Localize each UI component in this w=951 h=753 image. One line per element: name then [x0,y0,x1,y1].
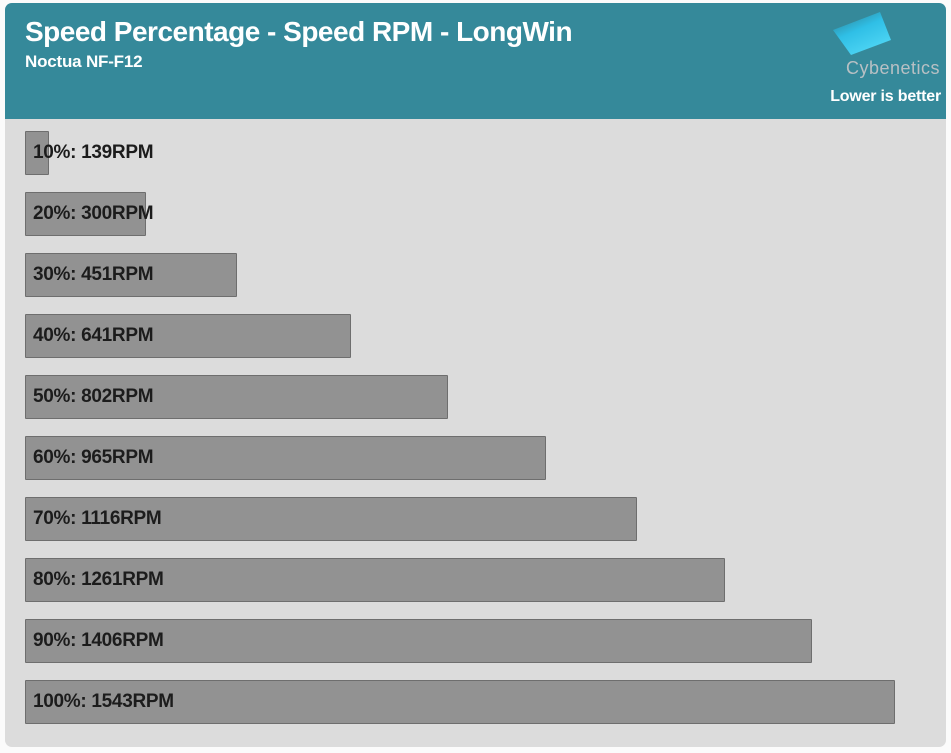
bar-row: 90%: 1406RPM [25,619,941,663]
bar [25,558,725,602]
chart-header: Speed Percentage - Speed RPM - LongWin N… [5,3,946,119]
bar-label: 30%: 451RPM [33,264,154,285]
bar-row: 100%: 1543RPM [25,680,941,724]
bar-row: 80%: 1261RPM [25,558,941,602]
bar-row: 20%: 300RPM [25,192,941,236]
bar-label: 10%: 139RPM [33,142,154,163]
bar [25,131,49,175]
bar [25,619,813,663]
bar [25,680,895,724]
bar-label: 80%: 1261RPM [33,569,164,590]
lower-is-better-note: Lower is better [830,88,941,105]
bar [25,497,638,541]
bar-row: 70%: 1116RPM [25,497,941,541]
bar-label: 60%: 965RPM [33,447,154,468]
chart-title: Speed Percentage - Speed RPM - LongWin [25,16,573,47]
bar-label: 100%: 1543RPM [33,691,174,712]
bar-label: 70%: 1116RPM [33,508,162,529]
bar-label: 40%: 641RPM [33,325,154,346]
chart-body: 10%: 139RPM 20%: 300RPM 30%: 451RPM 40%: 64… [5,119,946,724]
bar-label: 90%: 1406RPM [33,630,164,651]
brand-name: Cybenetics [845,58,940,78]
header-titles: Speed Percentage - Speed RPM - LongWin N… [5,3,946,72]
bar [25,436,547,480]
bar-row: 30%: 451RPM [25,253,941,297]
bar-row: 40%: 641RPM [25,314,941,358]
bar [25,375,448,419]
bar-row: 10%: 139RPM [25,131,941,175]
brand-block: Cybenetics Lower is better [801,11,941,106]
bar [25,192,146,236]
chart-subtitle: Noctua NF-F12 [25,51,143,71]
bar [25,314,351,358]
chart-panel: Speed Percentage - Speed RPM - LongWin N… [5,3,946,747]
cybenetics-logo-icon [833,12,891,55]
bar-label: 20%: 300RPM [33,203,154,224]
bar [25,253,237,297]
bar-row: 50%: 802RPM [25,375,941,419]
bar-label: 50%: 802RPM [33,386,154,407]
bar-row: 60%: 965RPM [25,436,941,480]
